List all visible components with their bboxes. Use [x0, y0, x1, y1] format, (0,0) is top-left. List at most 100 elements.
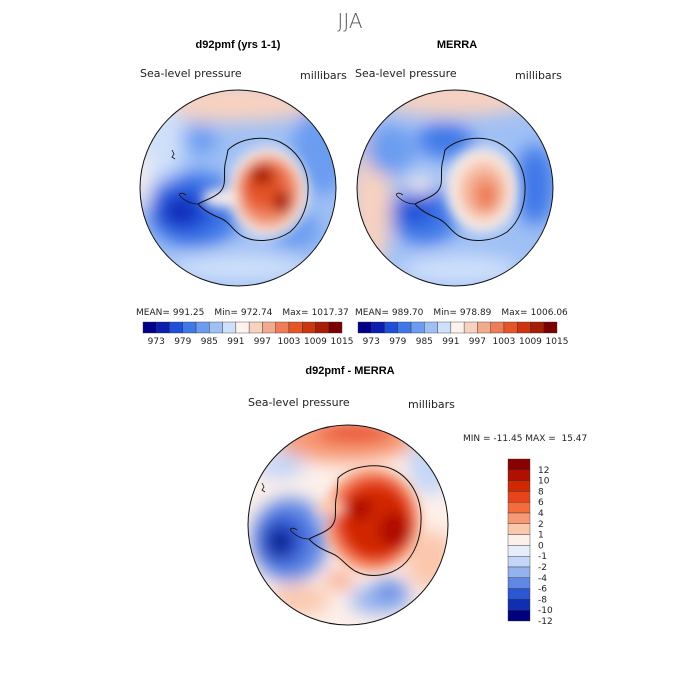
colorbar-swatch [507, 566, 531, 579]
stats-merra: MEAN= 989.70 Min= 978.89 Max= 1006.06 [355, 308, 568, 318]
colorbar-tick-label: 1 [538, 531, 544, 541]
colorbar-swatch [275, 321, 290, 334]
colorbar-swatch [503, 321, 518, 334]
panel-merra: MERRA Sea-level pressure millibars [355, 39, 569, 347]
panel-title-diff: d92pmf - MERRA [305, 365, 394, 377]
colorbar-tick-label: 979 [174, 337, 191, 347]
colorbar-swatch [507, 458, 531, 471]
stats-min: 972.74 [241, 308, 273, 318]
colorbar-tick-label: 2 [538, 520, 544, 530]
colorbar-swatch [397, 321, 412, 334]
colorbar-swatch [169, 321, 184, 334]
colorbar-swatch [156, 321, 170, 334]
variable-label-merra: Sea-level pressure [355, 67, 457, 80]
colorbar-swatch [195, 321, 210, 334]
colorbar-swatch [507, 599, 531, 611]
colorbar-tick-label: 1015 [546, 337, 569, 347]
stats-max-label: Max= [282, 308, 308, 318]
colorbar-swatch [507, 588, 531, 600]
colorbar-tick-label: 997 [254, 337, 271, 347]
colorbar-swatch [437, 321, 452, 334]
colorbar-tick-label: -12 [538, 617, 553, 627]
colorbar-tick-label: 10 [538, 477, 550, 487]
colorbar-swatch [302, 321, 316, 334]
colorbar-swatch [490, 321, 505, 334]
colorbar-tick-label: -6 [538, 585, 547, 595]
colorbar-tick-label: 997 [469, 337, 486, 347]
variable-label-diff: Sea-level pressure [248, 396, 350, 409]
colorbar-swatch [507, 480, 531, 492]
colorbar-tick-label: 1003 [277, 337, 300, 347]
colorbar-tick-label: 991 [227, 337, 244, 347]
colorbar-tick-label: 985 [416, 337, 433, 347]
colorbar-swatch [357, 321, 372, 334]
stats-model: MEAN= 991.25 Min= 972.74 Max= 1017.37 [136, 308, 349, 318]
colorbar-tick-label: 991 [442, 337, 459, 347]
colorbar-tick-label: 985 [201, 337, 218, 347]
colorbar-swatch [222, 321, 237, 334]
colorbar-tick-label: 12 [538, 466, 549, 476]
colorbar-tick-label: 8 [538, 487, 544, 497]
stats-max-label: Max= [501, 308, 527, 318]
colorbar-tick-label: 979 [389, 337, 406, 347]
colorbar-swatch [507, 545, 531, 557]
map-merra [357, 90, 553, 286]
stats-mean-label: MEAN= [136, 308, 170, 318]
colorbar-swatch [507, 556, 531, 568]
colorbar-tick-label: 0 [538, 541, 544, 551]
colorbar-tick-label: -1 [538, 552, 547, 562]
colorbar-tick-label: -10 [538, 606, 553, 616]
colorbar-swatch [142, 321, 157, 334]
stats-min-label: Min= [214, 308, 238, 318]
colorbar-tick-label: 1003 [492, 337, 515, 347]
colorbar-tick-label: 1009 [519, 337, 542, 347]
colorbar-swatch [424, 321, 438, 334]
figure-title: JJA [337, 9, 362, 33]
colorbar-swatch [507, 491, 531, 503]
colorbar-swatch [288, 321, 303, 334]
colorbar-tick-label: -2 [538, 563, 547, 573]
variable-label-model: Sea-level pressure [140, 67, 242, 80]
units-label-diff: millibars [408, 398, 455, 411]
stats-max: 1006.06 [531, 308, 568, 318]
colorbar-swatch [507, 502, 531, 514]
colorbar-swatch [463, 321, 478, 334]
colorbar-swatch [530, 321, 544, 334]
units-label-model: millibars [300, 69, 347, 82]
colorbar-swatch [507, 610, 531, 622]
colorbar-merra: 973 979 985 991 997 1003 1009 1015 [357, 321, 569, 347]
stats-min-label: Min= [433, 308, 457, 318]
colorbar-swatch [384, 321, 398, 334]
colorbar-swatch [262, 321, 276, 334]
colorbar-tick-label: 4 [538, 509, 544, 519]
colorbar-swatch [248, 321, 263, 334]
map-model [140, 90, 336, 286]
colorbar-swatch [477, 321, 491, 334]
stats-mean-label: MEAN= [355, 308, 389, 318]
colorbar-swatch [410, 321, 425, 334]
colorbar-swatch [182, 321, 197, 334]
colorbar-swatch [235, 321, 250, 334]
stats-mean: 991.25 [173, 308, 205, 318]
colorbar-swatch [507, 469, 531, 481]
colorbar-swatch [517, 321, 531, 334]
units-label-merra: millibars [515, 69, 562, 82]
colorbar-swatch [507, 534, 531, 546]
map-diff [248, 425, 448, 625]
colorbar-tick-label: 1009 [304, 337, 327, 347]
colorbar-swatch [507, 512, 531, 525]
colorbar-swatch [209, 321, 223, 334]
colorbar-swatch [328, 321, 343, 334]
panel-model: d92pmf (yrs 1-1) Sea-level pressure mill… [136, 39, 354, 347]
colorbar-model: 973 979 985 991 997 1003 1009 1015 [142, 321, 354, 347]
colorbar-swatch [450, 321, 465, 334]
colorbar-tick-label: 973 [148, 337, 165, 347]
minmax-diff: MIN = -11.45 MAX = 15.47 [463, 434, 587, 444]
colorbar-tick-label: 1015 [331, 337, 354, 347]
colorbar-tick-label: -8 [538, 595, 547, 605]
stats-min: 978.89 [460, 308, 492, 318]
colorbar-swatch [543, 321, 558, 334]
colorbar-swatch [315, 321, 329, 334]
